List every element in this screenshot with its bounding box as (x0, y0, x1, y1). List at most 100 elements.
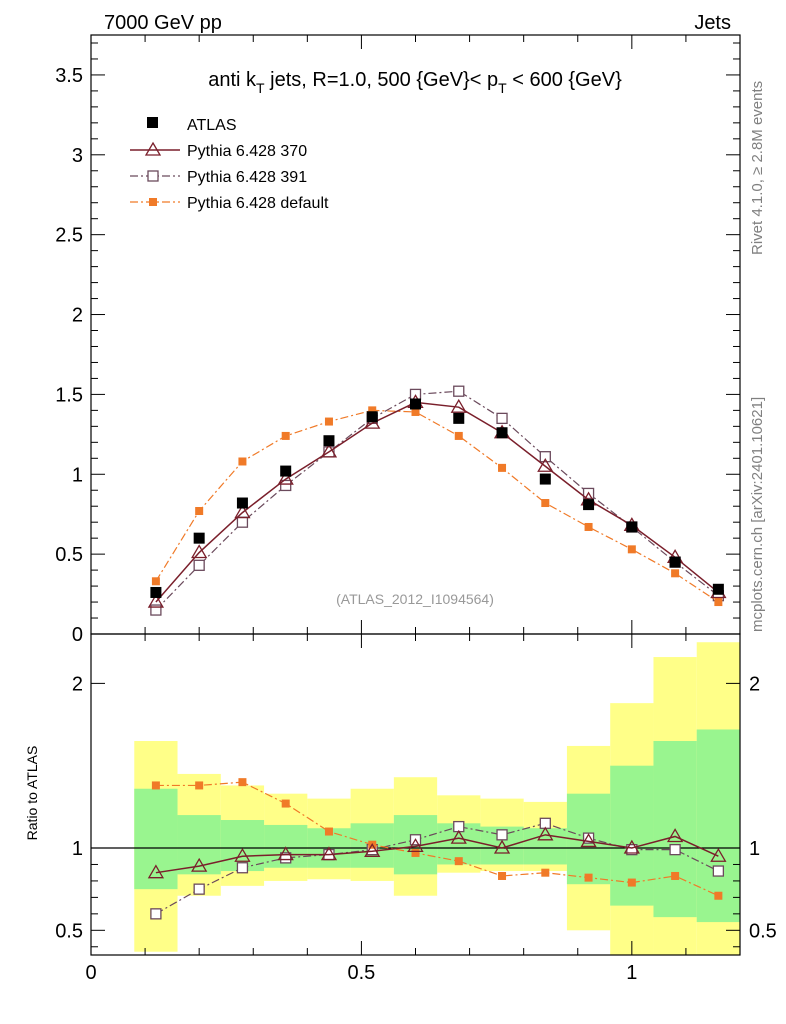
ratio-0-point (147, 864, 165, 879)
ratio-1-point (669, 843, 681, 856)
main-ytick-label: 2.5 (55, 225, 83, 247)
atlas-data-point (539, 473, 551, 485)
atlas-data-point (410, 398, 421, 410)
main-ytick-label: 0.5 (55, 544, 83, 566)
ratio-ytick-label-right: 2 (749, 673, 760, 695)
ratio-0-point (407, 838, 424, 853)
series-line-0 (155, 401, 719, 603)
series-1-point (236, 516, 249, 528)
main-ytick-label: 3.5 (55, 65, 83, 87)
ratio-xtick-label: 0 (85, 962, 96, 984)
atlas-data-point (366, 411, 378, 423)
series-2-point (368, 406, 377, 415)
ratio-2-point (238, 778, 247, 787)
ratio-2-point (498, 871, 507, 880)
main-ytick-label: 0 (72, 624, 83, 646)
ratio-1-point (582, 832, 595, 844)
atlas-data-point (453, 412, 465, 424)
ratio-2-point (411, 848, 420, 857)
series-2-point (281, 431, 290, 440)
ratio-1-point (236, 862, 249, 874)
series-line-2 (155, 409, 719, 603)
ratio-2-point (195, 781, 204, 790)
series-2-point (151, 577, 160, 586)
ratio-line-0 (155, 834, 719, 874)
category-label: Jets (694, 12, 731, 34)
series-2-point (498, 463, 507, 472)
series-0-point (147, 593, 165, 608)
title-sub-1: T (256, 80, 265, 96)
atlas-data-point (496, 427, 508, 439)
title-part-1: anti k (208, 69, 257, 91)
ratio-1-point (712, 865, 725, 877)
main-ytick-label: 2 (72, 305, 83, 327)
series-1-point (496, 412, 508, 425)
ratio-0-point (234, 847, 251, 862)
ratio-2-point (324, 827, 333, 836)
atlas-data-point (280, 465, 292, 477)
main-ytick-label: 1 (72, 464, 83, 486)
ratio-panel: 0 0.5 10.5 0.51 12 2 (55, 633, 777, 984)
series-1-point (539, 451, 551, 463)
ratio-1-point (496, 829, 508, 841)
energy-label: 7000 GeV pp (104, 12, 222, 34)
series-0-point (450, 398, 467, 413)
ratio-0-point (493, 839, 511, 854)
ratio-0-point (320, 846, 338, 861)
ratio-1-point (150, 908, 162, 920)
series-1-point (150, 604, 162, 616)
ratio-2-point (454, 857, 463, 866)
main-plot-area (147, 385, 727, 616)
ratio-0-point (580, 833, 597, 848)
ratio-0-point (191, 857, 208, 872)
band-green-bin (134, 788, 178, 890)
ratio-xtick-label: 0.5 (348, 962, 376, 984)
series-2-point (411, 407, 420, 416)
ratio-bands (134, 642, 740, 955)
ratio-xtick-label: 1 (626, 962, 637, 984)
series-2-point (324, 417, 333, 426)
ratio-ytick-label-left: 1 (72, 838, 83, 860)
band-green-bin (523, 828, 567, 865)
series-2-point (454, 431, 463, 440)
ratio-ytick-label-right: 0.5 (749, 920, 777, 942)
ratio-0-point (450, 829, 467, 844)
series-0-point (320, 443, 338, 458)
atlas-data-point (712, 583, 724, 595)
legend-marker-default (149, 198, 157, 206)
ratio-1-point (280, 852, 292, 864)
main-ytick-label: 3 (72, 145, 83, 167)
ratio-0-point (666, 828, 684, 843)
ratio-2-point (671, 871, 680, 880)
rivet-label: Rivet 4.1.0, ≥ 2.8M events (749, 81, 766, 255)
legend-marker-391 (147, 170, 159, 182)
series-1-point (280, 479, 292, 492)
ratio-2-point (714, 891, 723, 900)
title-sub-2: T (498, 80, 507, 96)
atlas-data-point (193, 532, 205, 544)
ratio-0-point (710, 847, 727, 862)
analysis-watermark: (ATLAS_2012_I1094564) (336, 591, 494, 607)
atlas-data-point (323, 435, 335, 447)
legend-marker-atlas (147, 117, 158, 128)
ratio-0-point (277, 846, 294, 861)
atlas-data-point (150, 586, 162, 598)
series-2-point (714, 598, 723, 607)
ratio-ytick-label-right: 1 (749, 838, 760, 860)
main-ytick-label: 1.5 (55, 384, 83, 406)
series-0-point (234, 504, 251, 519)
atlas-data-point (626, 521, 638, 533)
legend: ATLAS Pythia 6.428 370 Pythia 6.428 391 … (130, 117, 329, 212)
legend-label-atlas: ATLAS (187, 117, 237, 134)
series-2-point (584, 522, 593, 531)
ratio-0-point (623, 839, 640, 854)
series-0-point (277, 470, 294, 485)
series-0-point (537, 457, 554, 472)
ratio-2-point (541, 868, 550, 877)
atlas-data-point (236, 497, 248, 509)
series-1-point (453, 385, 465, 397)
legend-label-370: Pythia 6.428 370 (187, 143, 307, 160)
ratio-axis-label: Ratio to ATLAS (24, 746, 40, 841)
ratio-ytick-label-left: 2 (72, 673, 83, 695)
legend-label-391: Pythia 6.428 391 (187, 169, 307, 186)
